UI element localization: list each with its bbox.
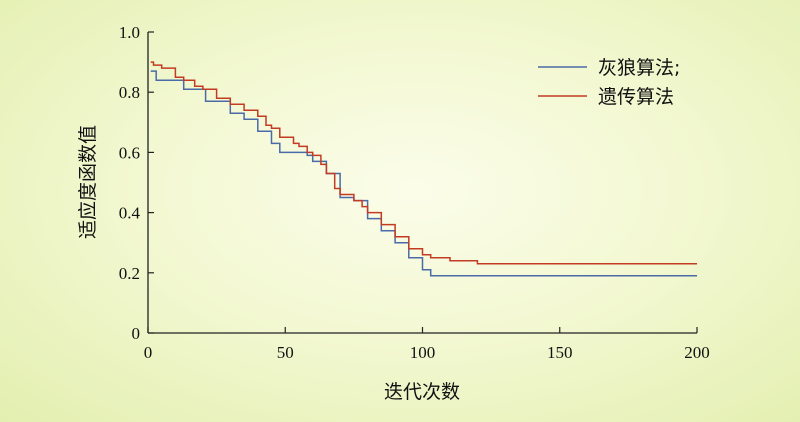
x-ticks: 0 50 100 150 200 <box>144 327 710 362</box>
y-tick-label: 0.2 <box>119 264 140 283</box>
x-tick-label: 100 <box>410 343 436 362</box>
y-ticks: 0 0.2 0.4 0.6 0.8 1.0 <box>119 23 154 343</box>
x-tick-label: 0 <box>144 343 153 362</box>
x-axis-title: 迭代次数 <box>384 381 460 403</box>
x-tick-label: 200 <box>684 343 710 362</box>
series-line-0 <box>150 70 697 277</box>
legend-label-series-1: 遗传算法 <box>598 86 674 108</box>
legend-label-series-0: 灰狼算法; <box>598 57 680 79</box>
y-tick-label: 0.8 <box>119 83 140 102</box>
series-line-1 <box>150 61 697 265</box>
x-tick-label: 150 <box>547 343 573 362</box>
y-axis-title: 适应度函数值 <box>77 125 99 239</box>
series-group <box>150 61 697 277</box>
y-tick-label: 0.4 <box>119 204 141 223</box>
y-tick-label: 0 <box>132 324 141 343</box>
legend: 灰狼算法; 遗传算法 <box>538 57 680 108</box>
plot-area: 0 50 100 150 200 0 0.2 0.4 0.6 0.8 1.0 <box>119 23 710 362</box>
y-tick-label: 0.6 <box>119 143 140 162</box>
y-tick-label: 1.0 <box>119 23 140 42</box>
x-tick-label: 50 <box>277 343 294 362</box>
